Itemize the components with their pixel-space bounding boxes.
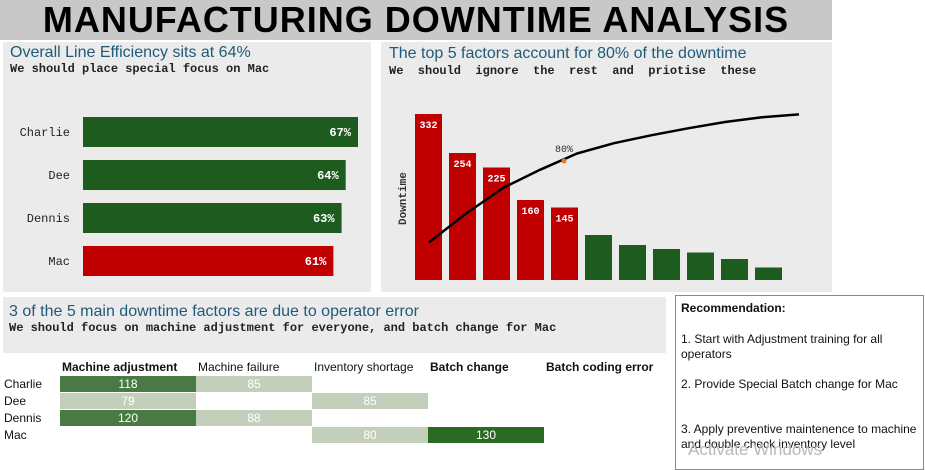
- table-row-label: Mac: [4, 428, 27, 442]
- title-bar: [0, 0, 832, 40]
- efficiency-bar: [83, 160, 346, 190]
- recommendation-item-1: 1. Start with Adjustment training for al…: [681, 332, 883, 361]
- pareto-bar: [755, 267, 782, 280]
- table-cell: 130: [428, 427, 544, 443]
- table-column-header: Machine failure: [198, 360, 280, 374]
- table-column-header: Batch coding error: [546, 360, 654, 374]
- table-cell: 120: [60, 410, 196, 426]
- operator-subtitle: We should focus on machine adjustment fo…: [9, 321, 557, 335]
- table-column-header: Inventory shortage: [314, 360, 414, 374]
- efficiency-category-label: Dennis: [27, 212, 70, 226]
- pareto-bar: [415, 114, 442, 280]
- page-title: MANUFACTURING DOWNTIME ANALYSIS: [42, 0, 790, 40]
- table-row-label: Dee: [4, 394, 27, 408]
- pareto-value-label: 332: [419, 121, 437, 132]
- pareto-bar: [653, 249, 680, 280]
- table-cell: 80: [312, 427, 428, 443]
- efficiency-category-label: Charlie: [20, 126, 70, 140]
- table-cell: 88: [196, 410, 312, 426]
- pareto-value-label: 254: [453, 160, 471, 171]
- efficiency-bar: [83, 246, 334, 276]
- operator-panel: [3, 297, 666, 353]
- table-column-header: Machine adjustment: [62, 360, 178, 374]
- table-column-header: Batch change: [430, 360, 509, 374]
- recommendation-item-3: 3. Apply preventive maintenence to machi…: [681, 422, 917, 451]
- efficiency-value-label: 67%: [329, 126, 351, 140]
- efficiency-value-label: 64%: [317, 169, 339, 183]
- pareto-cumulative-line: [428, 113, 800, 244]
- pareto-bar: [585, 235, 612, 280]
- pareto-chart: Downtime 332 254 225 160 145 80%: [398, 113, 800, 280]
- efficiency-category-label: Mac: [48, 255, 70, 269]
- pareto-bar: [687, 252, 714, 280]
- pareto-bar: [619, 245, 646, 280]
- table-cell: 85: [196, 376, 312, 392]
- table-cell: 79: [60, 393, 196, 409]
- pareto-title: The top 5 factors account for 80% of the…: [389, 45, 747, 62]
- pareto-80-marker: [561, 158, 567, 164]
- efficiency-category-label: Dee: [48, 169, 70, 183]
- efficiency-chart: Charlie 67% Dee 64% Dennis 63% Mac 61%: [20, 117, 358, 276]
- pareto-value-label: 225: [487, 175, 505, 186]
- pareto-bar: [551, 207, 578, 280]
- pareto-value-label: 145: [555, 215, 573, 226]
- pareto-subtitle: We should ignore the rest and priotise t…: [389, 64, 757, 78]
- table-cell: 85: [312, 393, 428, 409]
- pareto-value-label: 160: [521, 207, 539, 218]
- table-cell: 118: [60, 376, 196, 392]
- efficiency-subtitle: We should place special focus on Mac: [10, 62, 270, 76]
- pareto-bar: [517, 200, 544, 280]
- watermark: Activate Windows: [688, 440, 823, 459]
- pareto-80-label: 80%: [555, 145, 573, 156]
- table-row-label: Charlie: [4, 377, 43, 391]
- table-row-label: Dennis: [4, 411, 42, 425]
- efficiency-bar: [83, 203, 342, 233]
- recommendation-title: Recommendation:: [681, 301, 786, 315]
- efficiency-bar: [83, 117, 358, 147]
- recommendation-item-2: 2. Provide Special Batch change for Mac: [681, 377, 898, 391]
- efficiency-value-label: 63%: [313, 212, 335, 226]
- operator-title: 3 of the 5 main downtime factors are due…: [9, 303, 419, 320]
- operator-table: Machine adjustment Machine failure Invento…: [0, 356, 670, 468]
- efficiency-value-label: 61%: [305, 255, 327, 269]
- pareto-bar: [721, 259, 748, 280]
- efficiency-title: Overall Line Efficiency sits at 64%: [10, 44, 251, 61]
- pareto-y-axis-label: Downtime: [398, 172, 410, 225]
